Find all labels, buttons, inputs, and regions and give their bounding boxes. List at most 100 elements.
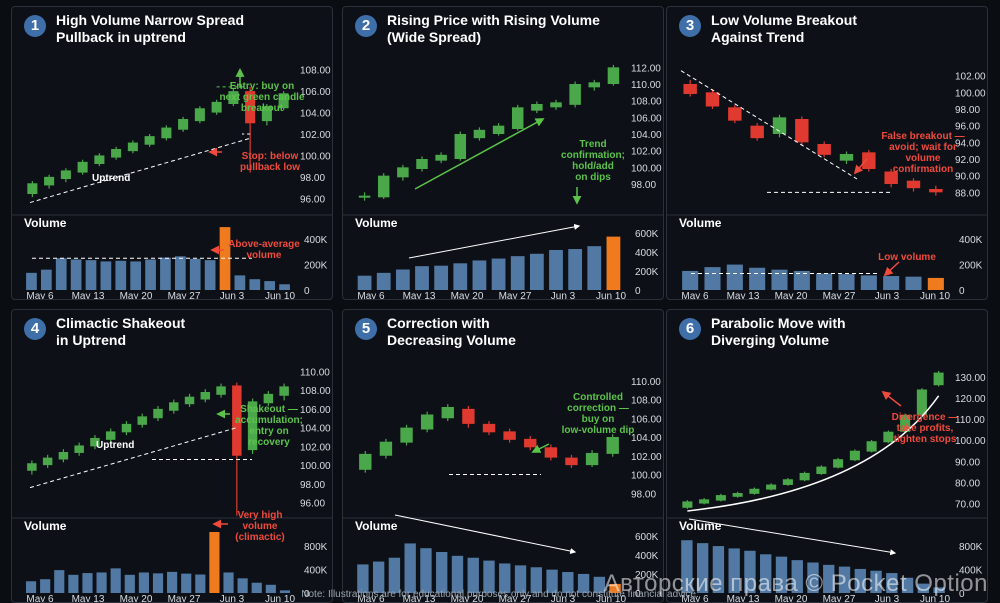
volume-bar: [682, 270, 699, 290]
volume-bar: [917, 583, 930, 593]
candle-body: [161, 127, 172, 139]
price-tick-label: 120.00: [955, 394, 986, 405]
candle-body: [42, 457, 53, 466]
price-tick-label: 110.00: [631, 80, 661, 91]
annotation-label: Very high volume (climactic): [235, 510, 284, 543]
panel-title-line: Climactic Shakeout: [56, 315, 186, 331]
candle-body: [121, 423, 132, 433]
volume-bar: [40, 579, 51, 593]
volume-bar: [681, 540, 693, 593]
candle-body: [585, 452, 599, 466]
price-tick-label: 100.00: [955, 88, 986, 99]
candle-body: [524, 438, 537, 448]
volume-bar: [807, 562, 819, 593]
date-tick-label: May 6: [357, 291, 385, 300]
candle-body: [435, 154, 447, 161]
volume-trend-arrow: [394, 514, 577, 554]
chart-svg: 102.00 100.00 98.00 96.00 94.00 92.00 90.00 88.…: [667, 70, 987, 300]
panel-number-badge: 5: [355, 318, 377, 340]
date-tick-label: May 13: [727, 291, 760, 300]
candle-body: [849, 450, 860, 461]
chart-panel-6: 6 Parabolic Move with Diverging Volume 130.…: [666, 309, 988, 603]
panel-title-line: Decreasing Volume: [387, 332, 516, 348]
price-tick-label: 110.00: [631, 377, 661, 388]
candle-body: [420, 414, 434, 430]
annotation-label: Stop: below pullback low: [240, 151, 300, 173]
price-tick-label: 98.00: [631, 489, 656, 500]
price-tick-label: 94.00: [955, 138, 980, 149]
candle-body: [511, 107, 524, 129]
volume-bar: [204, 260, 216, 290]
volume-bar: [549, 249, 563, 290]
candle-body: [74, 445, 84, 453]
uptrend-arrow: [414, 118, 545, 190]
date-tick-label: May 27: [168, 291, 201, 300]
candle-body: [400, 427, 413, 443]
volume-tick-label: 400K: [304, 235, 328, 246]
volume-bar: [510, 256, 525, 290]
date-tick-label: Jun 10: [596, 291, 626, 300]
price-tick-label: 102.00: [631, 452, 662, 463]
volume-bar: [577, 573, 590, 593]
volume-label: Volume: [24, 519, 67, 533]
candle-body: [906, 180, 921, 189]
price-tick-label: 110.00: [300, 367, 330, 378]
volume-bar: [96, 572, 107, 593]
candle-body: [503, 431, 516, 440]
volume-bar: [451, 555, 464, 593]
panel-title: Parabolic Move with Diverging Volume: [711, 315, 976, 349]
volume-bar: [587, 246, 602, 290]
volume-tick-label: 800K: [959, 542, 983, 553]
breakout-arrow: [853, 158, 868, 175]
volume-bar: [491, 258, 506, 290]
volume-bar: [167, 571, 178, 593]
candle-body: [261, 106, 272, 122]
candle-body: [144, 136, 155, 145]
date-tick-label: May 6: [26, 291, 54, 300]
annotation-label: Controlled correction — buy on low-volume d…: [562, 392, 635, 436]
volume-trend-arrow: [688, 518, 897, 556]
candle-body: [105, 431, 116, 440]
price-tick-label: 104.00: [631, 130, 662, 141]
candle-body: [565, 457, 578, 466]
candle-body: [127, 142, 138, 152]
candle-body: [90, 437, 100, 447]
volume-bar: [279, 590, 291, 593]
date-tick-label: May 20: [775, 594, 808, 603]
price-tick-label: 100.00: [631, 471, 662, 482]
candle-body: [111, 149, 122, 158]
volume-bar: [483, 560, 495, 593]
candle-body: [569, 84, 581, 105]
price-tick-label: 104.00: [300, 109, 331, 120]
panel-number-badge: 1: [24, 15, 46, 37]
volume-bar: [54, 570, 65, 593]
date-tick-label: Jun 10: [265, 291, 295, 300]
date-tick-label: May 27: [168, 594, 201, 603]
volume-tick-label: 200K: [959, 261, 983, 272]
candle-body: [58, 452, 69, 460]
price-tick-label: 90.00: [955, 172, 980, 183]
volume-tick-label: 0: [959, 286, 965, 297]
volume-tick-label: 0: [635, 589, 641, 600]
volume-bar: [838, 566, 851, 593]
annotation-label: Low volume: [878, 252, 936, 263]
panel-title: Climactic Shakeout in Uptrend: [56, 315, 321, 349]
volume-bar: [901, 577, 914, 593]
panel-number-badge: 4: [24, 318, 46, 340]
date-tick-label: May 27: [823, 291, 856, 300]
candle-body: [749, 488, 760, 494]
volume-bar: [124, 574, 135, 593]
volume-bar: [145, 259, 156, 290]
date-tick-label: Jun 10: [596, 594, 626, 603]
volume-bar: [237, 578, 248, 593]
price-tick-label: 102.00: [300, 442, 331, 453]
candle-body: [462, 408, 475, 424]
candle-body: [933, 372, 944, 386]
candle-body: [772, 117, 787, 134]
volume-bar: [82, 573, 93, 593]
volume-bar: [514, 565, 527, 593]
candle-body: [839, 154, 854, 161]
volume-bar: [174, 256, 186, 290]
annotation-label: Shakeout — accumulation; entry on recovery: [235, 404, 303, 448]
volume-bar: [85, 260, 97, 290]
